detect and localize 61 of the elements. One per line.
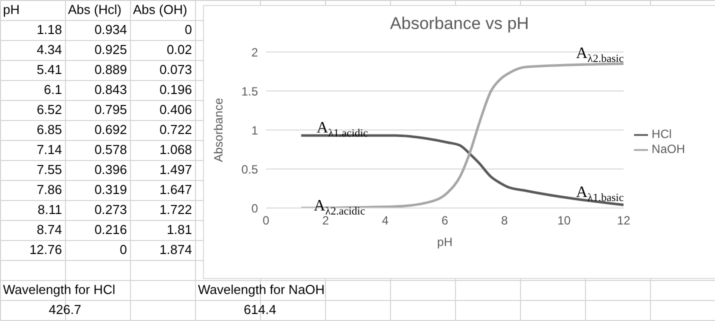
y-axis-title: Absorbance: [211, 98, 226, 162]
text: 1.068: [158, 141, 193, 159]
x-axis-title: pH: [437, 235, 452, 249]
text: 8.74: [36, 221, 63, 239]
x-tick-label: 10: [557, 214, 572, 228]
text: 1.874: [158, 241, 193, 259]
text: 5.41: [36, 61, 63, 79]
text: 1.81: [166, 221, 193, 239]
text: 6.85: [36, 121, 63, 139]
text: 7.86: [36, 181, 63, 199]
text: 6.52: [36, 101, 63, 119]
text: 1.722: [158, 201, 193, 219]
text: 0: [118, 241, 128, 259]
y-tick-label: 0.5: [241, 162, 258, 176]
legend-label: HCl: [652, 127, 672, 142]
text: Abs (Hcl): [67, 1, 122, 19]
text: 0.406: [158, 101, 193, 119]
text: 0.02: [166, 41, 193, 59]
x-tick-label: 0: [262, 214, 270, 228]
text: 0.843: [93, 81, 128, 99]
legend-label: NaOH: [652, 142, 685, 156]
text: 0.396: [93, 161, 128, 179]
text: 4.34: [36, 41, 63, 59]
text: 0.196: [158, 81, 193, 99]
text: 0.578: [93, 141, 128, 159]
text: 12.76: [28, 241, 63, 259]
x-tick-label: 4: [382, 214, 389, 228]
annotation: A$_{λ2.basic}$: [576, 45, 624, 66]
text: 7.14: [36, 141, 63, 159]
text: pH: [2, 1, 21, 19]
text: 1.647: [158, 181, 193, 199]
text: 1.18: [36, 21, 63, 39]
text: 0: [184, 21, 193, 39]
text: 0.934: [93, 21, 128, 39]
chart-title: Absorbance vs pH: [389, 14, 530, 34]
y-tick-label: 1: [251, 123, 258, 138]
x-tick-label: 12: [616, 214, 631, 228]
text: 8.11: [36, 201, 63, 219]
x-tick-label: 8: [501, 214, 508, 228]
text: 0.073: [158, 61, 193, 79]
annotation: A$_{λ1.basic}$: [576, 184, 624, 204]
text: 0.319: [93, 181, 128, 199]
text: 7.55: [36, 161, 63, 179]
text: Wavelength for HCl: [2, 281, 116, 299]
text: 1.497: [158, 161, 193, 179]
text: 0.795: [93, 101, 128, 119]
x-tick-label: 6: [441, 214, 448, 228]
text: Abs (OH): [132, 1, 188, 19]
text: 0.692: [93, 121, 128, 139]
text: 614.4: [242, 301, 278, 319]
text: 0.925: [93, 41, 128, 59]
text: 426.7: [48, 301, 82, 319]
text: 0.273: [93, 201, 128, 219]
text: 6.1: [42, 81, 63, 99]
y-tick-label: 0: [251, 201, 258, 216]
y-tick-label: 2: [251, 45, 258, 60]
y-tick-label: 1.5: [241, 84, 258, 98]
text: Wavelength for NaOH: [197, 281, 326, 299]
text: 0.889: [93, 61, 128, 79]
text: 0.722: [158, 121, 193, 139]
text: 0.216: [93, 221, 128, 239]
